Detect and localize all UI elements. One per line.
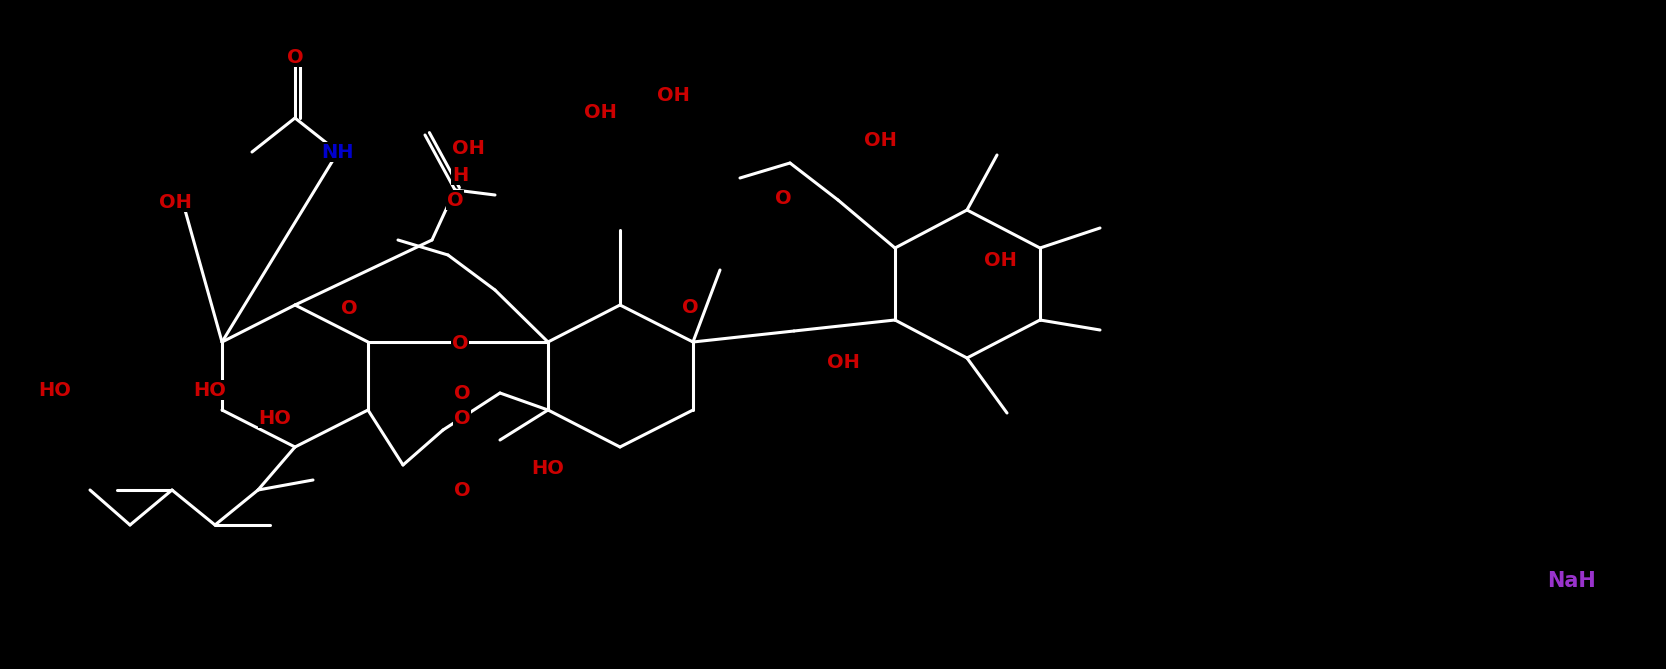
Text: NH: NH [322, 142, 355, 161]
Text: O: O [453, 480, 470, 500]
Text: OH: OH [158, 193, 192, 211]
Text: HO: HO [38, 381, 72, 399]
Text: OH: OH [583, 102, 616, 122]
Text: HO: HO [193, 381, 227, 399]
Text: O: O [681, 298, 698, 316]
Text: O: O [451, 334, 468, 353]
Text: OH: OH [863, 130, 896, 149]
Text: OH: OH [451, 138, 485, 157]
Text: HO: HO [258, 409, 292, 427]
Text: OH: OH [983, 250, 1016, 270]
Text: H: H [451, 165, 468, 185]
Text: O: O [340, 298, 357, 318]
Text: OH: OH [826, 353, 860, 371]
Text: O: O [775, 189, 791, 207]
Text: O: O [453, 409, 470, 427]
Text: O: O [453, 383, 470, 403]
Text: HO: HO [531, 458, 565, 478]
Text: O: O [446, 191, 463, 209]
Text: O: O [287, 47, 303, 66]
Text: NaH: NaH [1548, 571, 1596, 591]
Text: OH: OH [656, 86, 690, 104]
